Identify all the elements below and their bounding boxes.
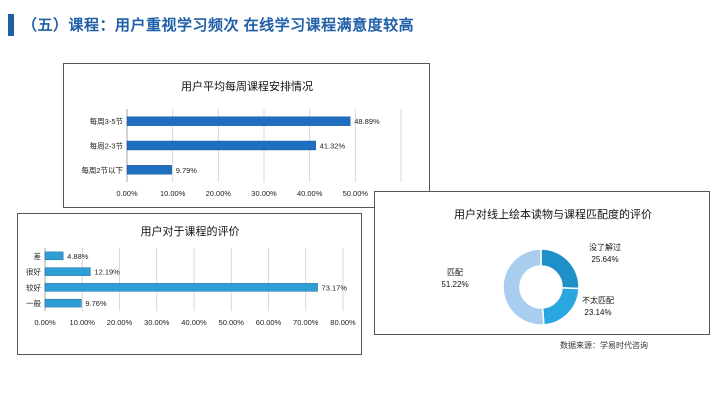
bar xyxy=(44,251,64,261)
x-tick-label: 10.00% xyxy=(160,189,186,198)
x-tick-label: 50.00% xyxy=(219,318,245,327)
category-label: 每周3-5节 xyxy=(90,116,124,126)
course-rating-chart-title: 用户对于课程的评价 xyxy=(141,224,240,238)
x-tick-label: 20.00% xyxy=(206,189,232,198)
slice-label: 没了解过 xyxy=(589,242,621,252)
page-title: （五）课程：用户重视学习频次 在线学习课程满意度较高 xyxy=(22,17,415,34)
match-rating-chart-panel: 用户对线上绘本读物与课程匹配度的评价 没了解过 25.64% 不太匹配 23.14% 匹… xyxy=(374,191,710,335)
slice-label: 不太匹配 xyxy=(582,295,614,305)
x-tick-label: 0.00% xyxy=(116,189,138,198)
value-label: 41.32% xyxy=(320,142,346,151)
value-label: 9.79% xyxy=(176,166,198,175)
bar xyxy=(44,267,91,276)
slice-value-label: 23.14% xyxy=(584,308,611,317)
bar xyxy=(44,298,82,308)
category-label: 较好 xyxy=(26,282,41,292)
value-label: 9.76% xyxy=(85,299,107,308)
x-tick-label: 20.00% xyxy=(107,318,133,327)
x-tick-label: 0.00% xyxy=(34,318,56,327)
course-rating-chart: 用户对于课程的评价 0.00% 10.00% 20.00% 30.00% 40.00% 5… xyxy=(26,224,356,327)
category-label: 一般 xyxy=(26,298,41,308)
x-tick-label: 30.00% xyxy=(251,189,277,198)
category-label: 每周2节以下 xyxy=(81,165,123,175)
match-rating-chart-title: 用户对线上绘本读物与课程匹配度的评价 xyxy=(454,207,652,221)
course-rating-chart-panel: 用户对于课程的评价 0.00% 10.00% 20.00% 30.00% 40.00% 5… xyxy=(17,213,362,355)
bar xyxy=(126,140,316,151)
x-tick-label: 80.00% xyxy=(330,318,356,327)
x-tick-label: 40.00% xyxy=(297,189,323,198)
donut-slice xyxy=(540,248,580,290)
value-label: 73.17% xyxy=(322,283,348,292)
bar xyxy=(126,116,351,126)
bar xyxy=(126,165,172,175)
value-label: 4.88% xyxy=(67,252,89,261)
weekly-schedule-chart: 用户平均每周课程安排情况 0.00% 10.00% 20.00% 30.00% 40.0… xyxy=(81,79,414,198)
category-label: 每周2-3节 xyxy=(90,141,124,151)
value-label: 48.89% xyxy=(354,117,380,126)
category-label: 差 xyxy=(34,251,42,261)
data-source-note: 数据来源：学易时代咨询 xyxy=(560,341,648,350)
donut-slice xyxy=(502,248,545,326)
x-tick-label: 50.00% xyxy=(343,189,369,198)
x-tick-label: 70.00% xyxy=(293,318,319,327)
x-tick-label: 30.00% xyxy=(144,318,170,327)
category-label: 很好 xyxy=(26,267,41,277)
donut-slice xyxy=(541,287,580,326)
weekly-schedule-chart-title: 用户平均每周课程安排情况 xyxy=(181,79,313,93)
slice-value-label: 51.22% xyxy=(441,280,468,289)
weekly-schedule-chart-panel: 用户平均每周课程安排情况 0.00% 10.00% 20.00% 30.00% 40.0… xyxy=(63,63,430,208)
slice-value-label: 25.64% xyxy=(591,255,618,264)
x-tick-label: 60.00% xyxy=(256,318,282,327)
match-rating-chart: 用户对线上绘本读物与课程匹配度的评价 没了解过 25.64% 不太匹配 23.14% 匹… xyxy=(441,207,652,326)
value-label: 12.19% xyxy=(94,268,120,277)
title-accent-bar xyxy=(8,14,14,36)
x-tick-label: 10.00% xyxy=(70,318,96,327)
bar xyxy=(44,283,318,292)
slice-label: 匹配 xyxy=(447,268,463,277)
x-tick-label: 40.00% xyxy=(181,318,207,327)
